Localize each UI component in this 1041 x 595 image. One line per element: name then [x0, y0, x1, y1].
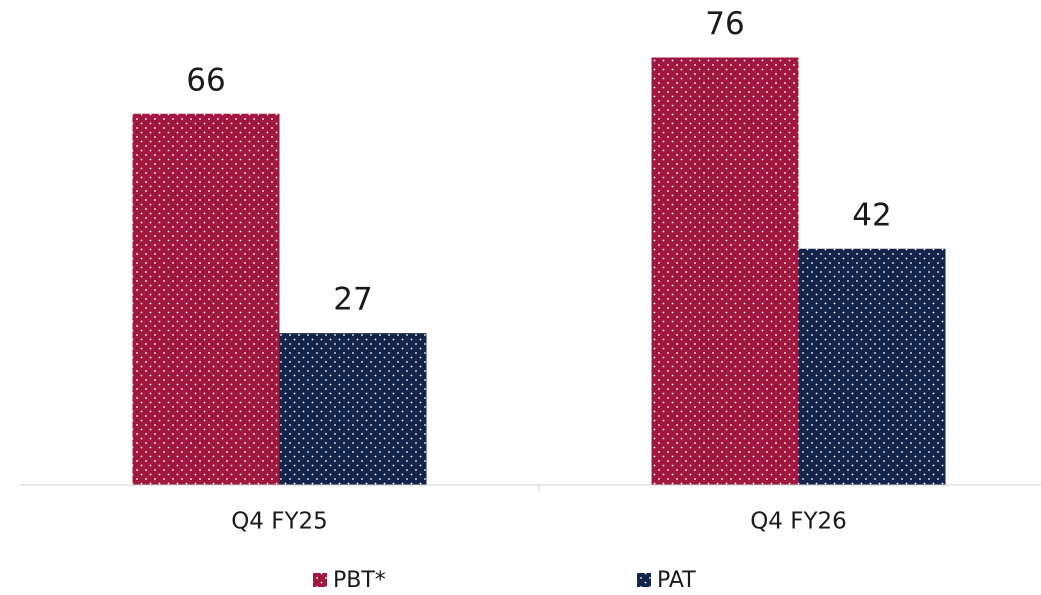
legend-swatch: [313, 573, 327, 587]
data-label: 42: [852, 197, 891, 233]
bar: [651, 57, 799, 485]
legend-swatch: [637, 573, 651, 587]
data-label: 66: [186, 62, 225, 98]
bar: [798, 248, 946, 485]
legend-label: PAT: [657, 568, 696, 593]
x-tick-label: Q4 FY25: [231, 509, 328, 535]
legend-label: PBT*: [333, 568, 386, 593]
bar: [279, 333, 427, 485]
bar: [132, 113, 280, 485]
data-label: 76: [705, 6, 744, 42]
data-label: 27: [333, 282, 372, 318]
x-tick-label: Q4 FY26: [750, 509, 847, 535]
